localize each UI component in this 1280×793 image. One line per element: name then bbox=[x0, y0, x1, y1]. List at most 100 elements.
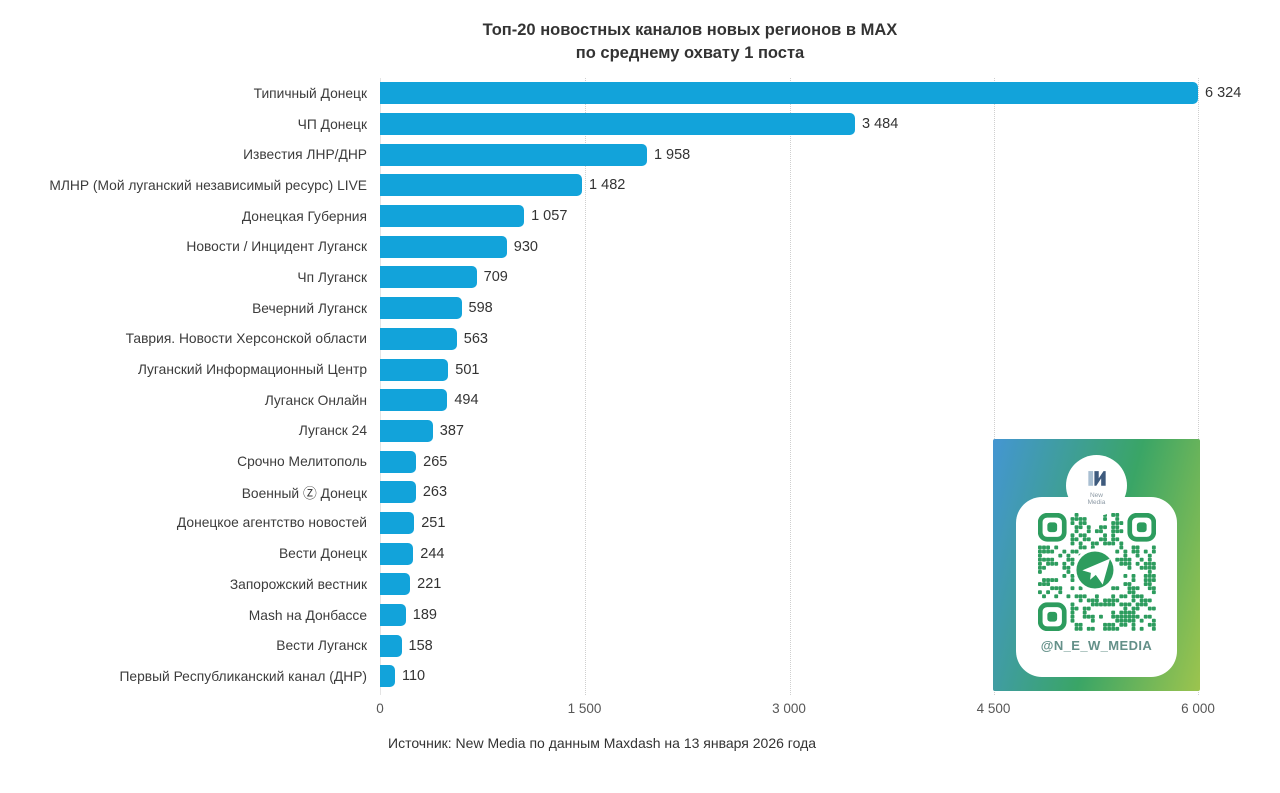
bar-track: 6 324 bbox=[380, 82, 1241, 105]
bar-row: Типичный Донецк 6 324 bbox=[20, 78, 1260, 109]
row-label: Луганский Информационный Центр bbox=[137, 362, 367, 378]
bar bbox=[380, 143, 647, 166]
bar-track: 709 bbox=[380, 266, 1198, 289]
bar-row: Чп Луганск 709 bbox=[20, 262, 1260, 293]
bar bbox=[380, 634, 402, 657]
chart-title-line2: по среднему охвату 1 поста bbox=[575, 43, 805, 62]
bar-track: 265 bbox=[380, 450, 1198, 473]
value-label: 501 bbox=[455, 361, 480, 378]
value-label: 387 bbox=[439, 422, 464, 439]
bar bbox=[380, 542, 414, 565]
value-label: 158 bbox=[408, 637, 433, 654]
bar-track: 244 bbox=[380, 542, 1198, 565]
x-tick-label: 4 500 bbox=[976, 701, 1011, 716]
bar-track: 189 bbox=[380, 604, 1198, 627]
bar bbox=[380, 511, 415, 534]
qr-badge: @N_E_W_MEDIA New Media bbox=[993, 439, 1200, 691]
value-label: 3 484 bbox=[861, 116, 899, 133]
value-label: 930 bbox=[513, 238, 538, 255]
row-label: Военный Ⓩ Донецк bbox=[241, 486, 367, 502]
bar-track: 598 bbox=[380, 297, 1198, 320]
value-label: 110 bbox=[401, 668, 426, 685]
row-label: Вести Луганск bbox=[276, 638, 367, 654]
bar bbox=[380, 573, 411, 596]
bar bbox=[380, 82, 1198, 105]
bar bbox=[380, 665, 395, 688]
bar-rows: Типичный Донецк 6 324 ЧП Донецк 3 484 Из… bbox=[20, 78, 1260, 692]
value-label: 244 bbox=[420, 545, 445, 562]
bar-track: 501 bbox=[380, 358, 1198, 381]
qr-card: @N_E_W_MEDIA bbox=[1016, 497, 1177, 677]
bar bbox=[380, 327, 457, 350]
bar-row: ЧП Донецк 3 484 bbox=[20, 109, 1260, 140]
bar-track: 1 958 bbox=[380, 143, 1198, 166]
bar-track: 158 bbox=[380, 634, 1198, 657]
logo-text: New Media bbox=[1088, 492, 1106, 506]
row-label: Первый Республиканский канал (ДНР) bbox=[119, 668, 367, 684]
bar-row: Вести Луганск 158 bbox=[20, 630, 1260, 661]
qr-code bbox=[1037, 513, 1156, 631]
bar-track: 221 bbox=[380, 573, 1198, 596]
x-tick-label: 1 500 bbox=[567, 701, 602, 716]
bar-track: 263 bbox=[380, 481, 1198, 504]
row-label: Новости / Инцидент Луганск bbox=[186, 239, 367, 255]
bar bbox=[380, 358, 449, 381]
value-label: 1 482 bbox=[589, 177, 626, 194]
value-label: 709 bbox=[483, 269, 508, 286]
bar-track: 563 bbox=[380, 327, 1198, 350]
value-label: 263 bbox=[422, 484, 448, 501]
chart-title-line1: Топ-20 новостных каналов новых регионов … bbox=[482, 21, 898, 39]
bar-row: Срочно Мелитополь 265 bbox=[20, 446, 1260, 477]
row-label: МЛНР (Мой луганский независимый ресурс) … bbox=[49, 177, 367, 193]
bar bbox=[380, 389, 448, 412]
row-label: Чп Луганск bbox=[297, 269, 367, 285]
bar-row: Луганский Информационный Центр 501 bbox=[20, 354, 1260, 385]
bar bbox=[380, 113, 855, 136]
row-label: Известия ЛНР/ДНР bbox=[243, 147, 367, 163]
value-label: 265 bbox=[423, 453, 448, 470]
new-media-logo-icon bbox=[1087, 471, 1106, 486]
bar-track: 387 bbox=[380, 419, 1198, 442]
value-label: 6 324 bbox=[1205, 85, 1242, 102]
value-label: 251 bbox=[421, 514, 446, 531]
bar bbox=[380, 450, 417, 473]
bar bbox=[380, 604, 406, 627]
bar-row: Луганск Онлайн 494 bbox=[20, 385, 1260, 416]
bar-row: Новости / Инцидент Луганск 930 bbox=[20, 231, 1260, 262]
x-tick-label: 3 000 bbox=[772, 701, 806, 716]
telegram-handle: @N_E_W_MEDIA bbox=[1040, 638, 1153, 653]
value-label: 1 958 bbox=[653, 146, 691, 163]
bar-row: Вечерний Луганск 598 bbox=[20, 293, 1260, 324]
bar bbox=[380, 266, 477, 289]
bar bbox=[380, 235, 507, 258]
row-label: Луганск Онлайн bbox=[264, 392, 367, 408]
bar-track: 3 484 bbox=[380, 113, 1198, 136]
row-label: Донецкая Губерния bbox=[241, 208, 367, 224]
bar-row: Mash на Донбассе 189 bbox=[20, 600, 1260, 631]
row-label: Донецкое агентство новостей bbox=[176, 515, 367, 531]
chart-title: Топ-20 новостных каналов новых регионов … bbox=[100, 19, 1280, 64]
bar-track: 494 bbox=[380, 389, 1198, 412]
source-caption: Источник: New Media по данным Maxdash на… bbox=[388, 735, 817, 751]
bar-row: Таврия. Новости Херсонской области 563 bbox=[20, 324, 1260, 355]
logo-text-line1: New bbox=[1089, 492, 1103, 499]
row-label: Запорожский вестник bbox=[229, 576, 367, 592]
bar-row: Военный Ⓩ Донецк 263 bbox=[20, 477, 1260, 508]
value-label: 563 bbox=[463, 330, 488, 347]
row-label: Срочно Мелитополь bbox=[237, 454, 367, 470]
bar bbox=[380, 419, 433, 442]
bar-row: Донецкое агентство новостей 251 bbox=[20, 508, 1260, 539]
bar-track: 930 bbox=[380, 235, 1198, 258]
bar-track: 251 bbox=[380, 511, 1198, 534]
bar-row: Донецкая Губерния 1 057 bbox=[20, 201, 1260, 232]
value-label: 494 bbox=[454, 392, 479, 409]
bar-track: 1 482 bbox=[380, 174, 1198, 197]
bar-row: МЛНР (Мой луганский независимый ресурс) … bbox=[20, 170, 1260, 201]
row-label: Вести Донецк bbox=[278, 546, 367, 562]
bar-row: Запорожский вестник 221 bbox=[20, 569, 1260, 600]
bar bbox=[380, 174, 583, 197]
bar-track: 1 057 bbox=[380, 205, 1198, 228]
x-tick-label: 6 000 bbox=[1181, 701, 1215, 716]
row-label: Mash на Донбассе bbox=[248, 607, 367, 623]
